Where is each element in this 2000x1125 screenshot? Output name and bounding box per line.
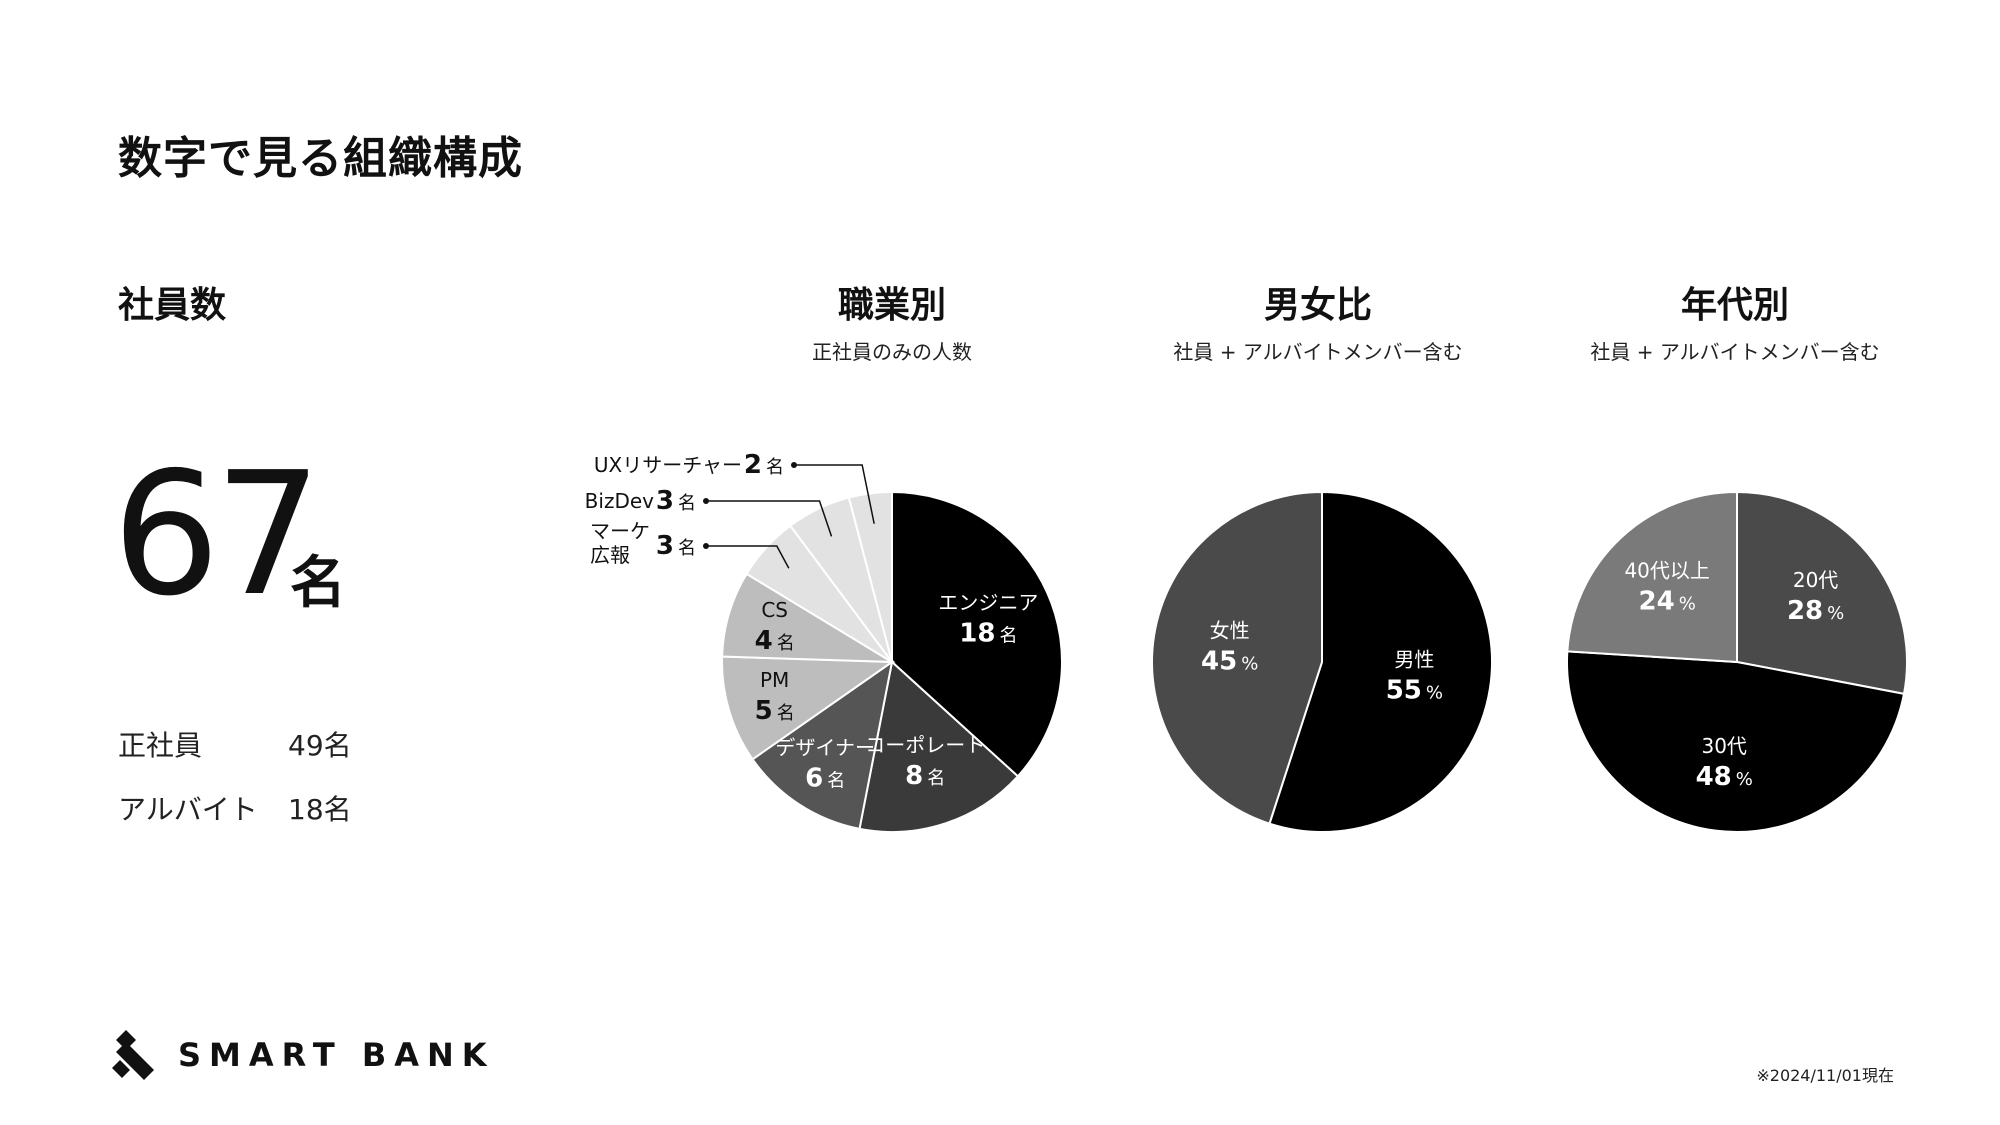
chart-title-gender: 男女比 (1263, 285, 1372, 326)
callout-dot-bizdev (703, 498, 709, 504)
callout-マーケ (703, 543, 790, 569)
slice-label-pm: PM (760, 668, 789, 692)
slice-label-cs: CS (761, 598, 788, 622)
pie-slice-デザイナー (751, 659, 894, 831)
pie-slice-cs (721, 572, 896, 664)
pie-slice-30代 (1566, 650, 1906, 833)
pie-slice-コーポレート (858, 660, 1020, 833)
employees-heading: 社員数 (118, 285, 227, 326)
total-employees-unit: 名 (290, 551, 346, 616)
callout-line-uxリサーチャー (794, 464, 875, 524)
callout-line-マーケ (706, 545, 790, 569)
callout-line-bizdev (706, 500, 833, 537)
chart-title-age: 年代別 (1680, 285, 1789, 326)
slice-value-20代: 28% (1787, 596, 1844, 626)
smartbank-logo-mark-icon (112, 1030, 154, 1080)
slice-label-デザイナー: デザイナー (775, 736, 875, 760)
chart-subtitle-age: 社員 + アルバイトメンバー含む (1590, 340, 1880, 364)
slice-label-マーケ: マーケ広報 (590, 519, 650, 567)
parttime-label: アルバイト (118, 793, 258, 826)
callout-dot-マーケ (703, 543, 709, 549)
slice-value-40代以上: 24% (1639, 587, 1696, 617)
pie-slice-40代以上 (1566, 490, 1738, 664)
callout-bizdev (703, 498, 833, 537)
pie-gender: 男性 55 % 女性 45% (1151, 490, 1494, 833)
slice-label-コーポレート: コーポレート (865, 733, 985, 757)
slice-label-uxリサーチャー: UXリサーチャー (594, 453, 742, 477)
chart-title-occupation: 職業別 (837, 285, 946, 326)
pie-slice-pm (721, 655, 896, 761)
page-title: 数字で見る組織構成 (118, 133, 523, 184)
callout-uxリサーチャー (791, 462, 875, 524)
pie-slice-20代 (1736, 490, 1909, 696)
slice-value-30代: 48% (1696, 762, 1753, 792)
callout-dot-uxリサーチャー (791, 462, 797, 468)
slice-label-エンジニア: エンジニア (938, 590, 1038, 614)
parttime-value: 18名 (288, 793, 352, 826)
slice-value-男性: 55% (1386, 676, 1443, 706)
logo: SMART BANK (112, 1030, 495, 1080)
fulltime-label: 正社員 (118, 729, 203, 762)
fulltime-value: 49名 (288, 729, 352, 762)
pie-slice-男性 (1268, 490, 1494, 833)
slice-value-エンジニア: 18 名 (959, 618, 1017, 648)
pie-slice-女性 (1151, 490, 1323, 825)
slice-label-女性: 女性 (1210, 618, 1250, 642)
total-employees-value: 67 (112, 436, 322, 634)
slice-value-女性: 45% (1201, 646, 1258, 676)
chart-subtitle-gender: 社員 + アルバイトメンバー含む (1173, 340, 1463, 364)
footnote: ※2024/11/01現在 (1756, 1066, 1894, 1085)
slice-label-男性: 男性 (1394, 648, 1434, 672)
pie-age: 20代 28 % 30代 48 % 40代以上 24% (1566, 490, 1909, 833)
pie-slice-エンジニア (891, 490, 1063, 778)
slice-label-30代: 30代 (1701, 734, 1746, 758)
chart-subtitle-occupation: 正社員のみの人数 (812, 340, 972, 364)
slice-label-20代: 20代 (1793, 568, 1838, 592)
slice-label-40代以上: 40代以上 (1624, 559, 1709, 583)
logo-text: SMART BANK (178, 1036, 495, 1074)
pie-slice-uxリサーチャー (847, 490, 893, 663)
slice-label-bizdev: BizDev (585, 489, 654, 513)
